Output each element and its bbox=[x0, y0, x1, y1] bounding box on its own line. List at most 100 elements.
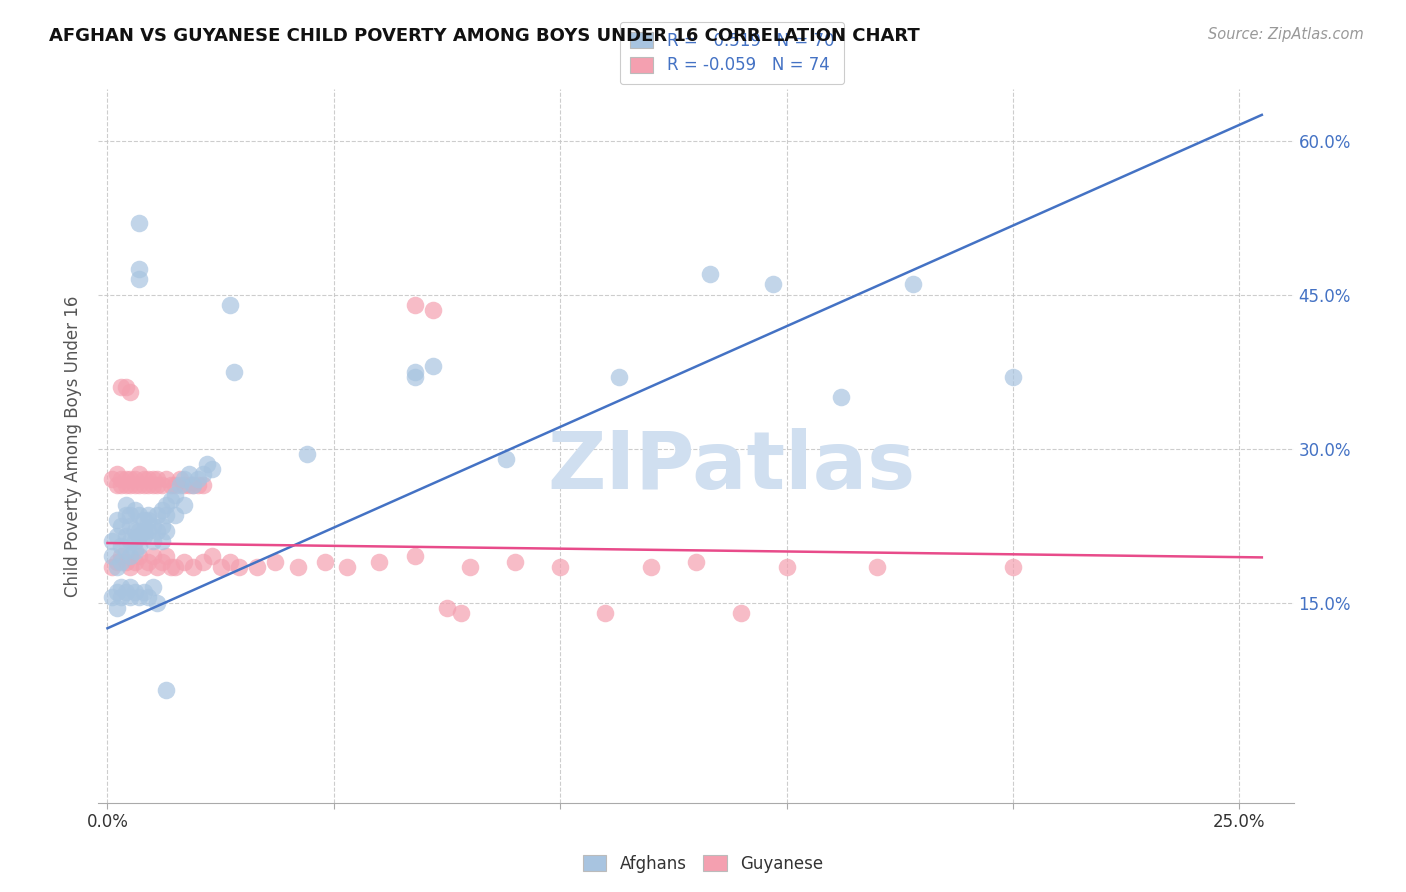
Point bbox=[110, 591, 132, 605]
Point bbox=[422, 302, 444, 317]
Point bbox=[136, 513, 159, 527]
Point bbox=[228, 559, 250, 574]
Point bbox=[132, 513, 155, 527]
Point bbox=[404, 298, 426, 312]
Point bbox=[150, 477, 173, 491]
Point bbox=[169, 477, 191, 491]
Point bbox=[128, 467, 150, 482]
Point bbox=[404, 365, 426, 379]
Point bbox=[114, 554, 136, 568]
Point bbox=[114, 380, 136, 394]
Point bbox=[120, 477, 142, 491]
Point bbox=[110, 380, 132, 394]
Point bbox=[150, 503, 173, 517]
Point bbox=[101, 591, 124, 605]
Point bbox=[155, 508, 177, 523]
Point bbox=[120, 518, 142, 533]
Point bbox=[128, 524, 150, 538]
Point bbox=[191, 477, 214, 491]
Point bbox=[132, 524, 155, 538]
Point bbox=[177, 467, 200, 482]
Point bbox=[165, 477, 187, 491]
Point bbox=[101, 559, 124, 574]
Text: Source: ZipAtlas.com: Source: ZipAtlas.com bbox=[1208, 27, 1364, 42]
Point bbox=[132, 472, 155, 486]
Point bbox=[195, 457, 218, 471]
Point bbox=[132, 585, 155, 599]
Point bbox=[120, 580, 142, 594]
Point bbox=[114, 477, 136, 491]
Point bbox=[155, 472, 177, 486]
Point bbox=[105, 559, 128, 574]
Point bbox=[495, 451, 517, 466]
Point bbox=[187, 477, 209, 491]
Point bbox=[105, 585, 128, 599]
Y-axis label: Child Poverty Among Boys Under 16: Child Poverty Among Boys Under 16 bbox=[65, 295, 83, 597]
Point bbox=[124, 585, 146, 599]
Point bbox=[128, 216, 150, 230]
Point bbox=[132, 559, 155, 574]
Point bbox=[200, 462, 222, 476]
Point bbox=[124, 472, 146, 486]
Point bbox=[120, 508, 142, 523]
Point bbox=[110, 472, 132, 486]
Point bbox=[422, 359, 444, 374]
Point bbox=[264, 554, 287, 568]
Point bbox=[128, 591, 150, 605]
Point bbox=[120, 559, 142, 574]
Point bbox=[128, 261, 150, 276]
Point bbox=[142, 580, 165, 594]
Point bbox=[105, 600, 128, 615]
Point bbox=[120, 472, 142, 486]
Point bbox=[218, 298, 240, 312]
Point bbox=[173, 477, 195, 491]
Point bbox=[142, 549, 165, 564]
Point bbox=[173, 498, 195, 512]
Point bbox=[218, 554, 240, 568]
Point bbox=[120, 533, 142, 548]
Point bbox=[160, 559, 183, 574]
Point bbox=[336, 559, 359, 574]
Point bbox=[124, 554, 146, 568]
Point bbox=[830, 390, 852, 404]
Point bbox=[183, 559, 205, 574]
Point bbox=[1001, 559, 1024, 574]
Point bbox=[903, 277, 925, 292]
Point bbox=[120, 591, 142, 605]
Point bbox=[110, 554, 132, 568]
Point bbox=[762, 277, 785, 292]
Point bbox=[191, 554, 214, 568]
Point bbox=[146, 559, 169, 574]
Point bbox=[110, 549, 132, 564]
Point bbox=[128, 539, 150, 553]
Point bbox=[124, 503, 146, 517]
Point bbox=[120, 549, 142, 564]
Point bbox=[101, 533, 124, 548]
Point bbox=[101, 472, 124, 486]
Point bbox=[146, 472, 169, 486]
Point bbox=[128, 477, 150, 491]
Point bbox=[114, 544, 136, 558]
Point bbox=[160, 492, 183, 507]
Point bbox=[404, 549, 426, 564]
Point bbox=[136, 591, 159, 605]
Point bbox=[105, 554, 128, 568]
Point bbox=[183, 477, 205, 491]
Point bbox=[155, 549, 177, 564]
Point bbox=[1001, 369, 1024, 384]
Point bbox=[110, 580, 132, 594]
Point bbox=[314, 554, 336, 568]
Point bbox=[114, 498, 136, 512]
Point bbox=[730, 606, 752, 620]
Point bbox=[685, 554, 707, 568]
Point bbox=[136, 472, 159, 486]
Point bbox=[142, 533, 165, 548]
Point bbox=[132, 477, 155, 491]
Point bbox=[607, 369, 630, 384]
Point bbox=[110, 518, 132, 533]
Point bbox=[173, 554, 195, 568]
Point bbox=[142, 518, 165, 533]
Point bbox=[548, 559, 571, 574]
Point bbox=[150, 554, 173, 568]
Point bbox=[128, 549, 150, 564]
